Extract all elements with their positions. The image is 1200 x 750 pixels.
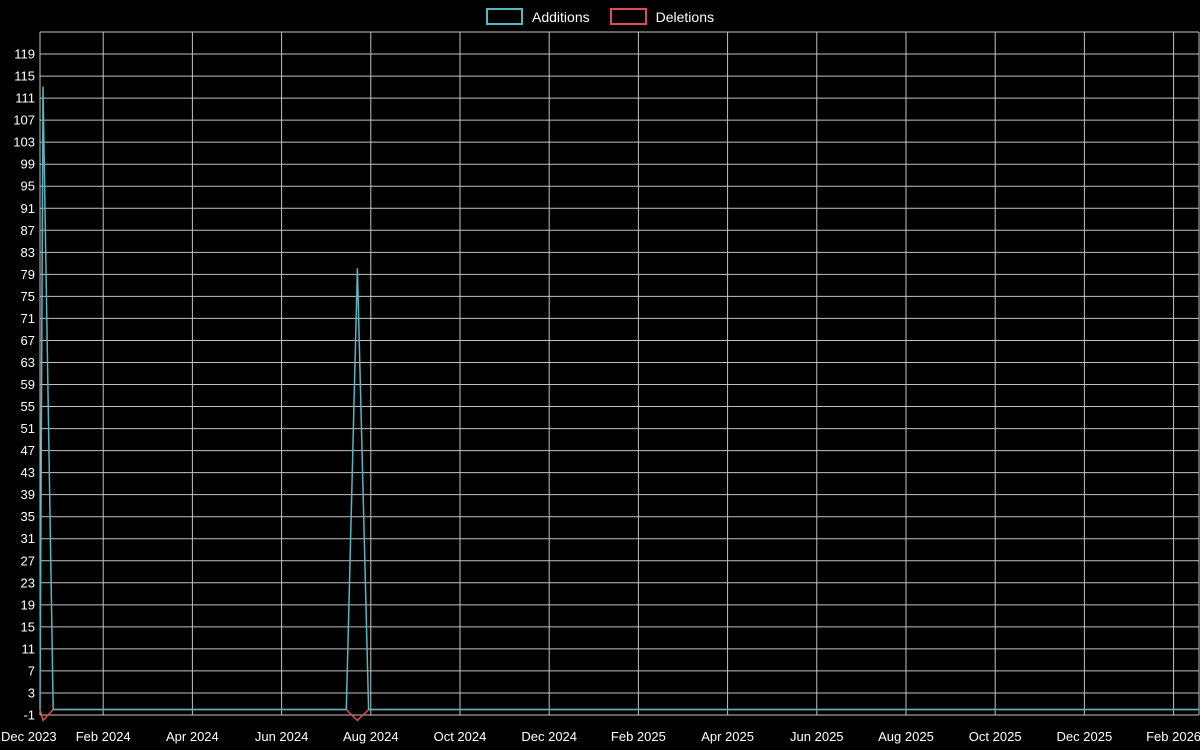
svg-text:67: 67 [21, 333, 35, 348]
svg-text:43: 43 [21, 465, 35, 480]
svg-text:Aug 2025: Aug 2025 [878, 729, 934, 744]
svg-text:55: 55 [21, 399, 35, 414]
svg-text:95: 95 [21, 179, 35, 194]
svg-text:Dec 2024: Dec 2024 [521, 729, 577, 744]
svg-text:Oct 2025: Oct 2025 [969, 729, 1022, 744]
additions-swatch-icon [486, 8, 524, 25]
svg-text:91: 91 [21, 201, 35, 216]
x-tick-labels: Dec 2023 Feb 2024 Apr 2024 Jun 2024 Aug 2024… [1, 729, 1200, 744]
legend-item-additions[interactable]: Additions [486, 8, 590, 25]
svg-text:19: 19 [21, 597, 35, 612]
svg-text:Dec 2023: Dec 2023 [1, 729, 57, 744]
y-gridlines [40, 31, 1199, 716]
x-gridlines [39, 32, 1200, 715]
svg-text:-1: -1 [23, 708, 35, 723]
svg-text:47: 47 [21, 443, 35, 458]
svg-text:83: 83 [21, 245, 35, 260]
svg-text:Jun 2024: Jun 2024 [255, 729, 309, 744]
svg-text:39: 39 [21, 487, 35, 502]
svg-text:27: 27 [21, 553, 35, 568]
svg-text:115: 115 [14, 69, 35, 84]
svg-text:15: 15 [21, 619, 35, 634]
svg-text:35: 35 [21, 509, 35, 524]
svg-text:111: 111 [15, 91, 35, 106]
svg-text:103: 103 [13, 135, 35, 150]
svg-text:59: 59 [21, 377, 35, 392]
svg-text:7: 7 [28, 663, 35, 678]
svg-text:Dec 2025: Dec 2025 [1057, 729, 1113, 744]
svg-text:87: 87 [21, 223, 35, 238]
svg-text:71: 71 [21, 311, 35, 326]
svg-text:107: 107 [13, 113, 35, 128]
y-tick-labels: -1 3 7 11 15 19 23 27 31 35 39 43 47 51 55 59 63 67 71 75 79… [13, 47, 35, 723]
svg-text:31: 31 [21, 531, 35, 546]
svg-text:99: 99 [21, 157, 35, 172]
chart-legend: Additions Deletions [0, 8, 1200, 25]
legend-label-deletions: Deletions [655, 8, 714, 25]
svg-text:23: 23 [21, 575, 35, 590]
svg-text:119: 119 [14, 47, 35, 62]
svg-text:Aug 2024: Aug 2024 [343, 729, 399, 744]
svg-text:51: 51 [21, 421, 35, 436]
svg-text:Feb 2025: Feb 2025 [611, 729, 666, 744]
svg-text:11: 11 [22, 641, 36, 656]
svg-text:63: 63 [21, 355, 35, 370]
svg-text:Feb 2026: Feb 2026 [1146, 729, 1200, 744]
deletions-swatch-icon [609, 8, 647, 25]
svg-text:79: 79 [21, 267, 35, 282]
legend-item-deletions[interactable]: Deletions [609, 8, 714, 25]
svg-text:3: 3 [28, 685, 35, 700]
svg-text:75: 75 [21, 289, 35, 304]
svg-text:Apr 2025: Apr 2025 [701, 729, 754, 744]
svg-text:Jun 2025: Jun 2025 [790, 729, 844, 744]
svg-text:Oct 2024: Oct 2024 [434, 729, 487, 744]
svg-text:Apr 2024: Apr 2024 [166, 729, 219, 744]
legend-label-additions: Additions [532, 8, 590, 25]
series-line-additions [39, 86, 1199, 711]
svg-text:Feb 2024: Feb 2024 [76, 729, 131, 744]
